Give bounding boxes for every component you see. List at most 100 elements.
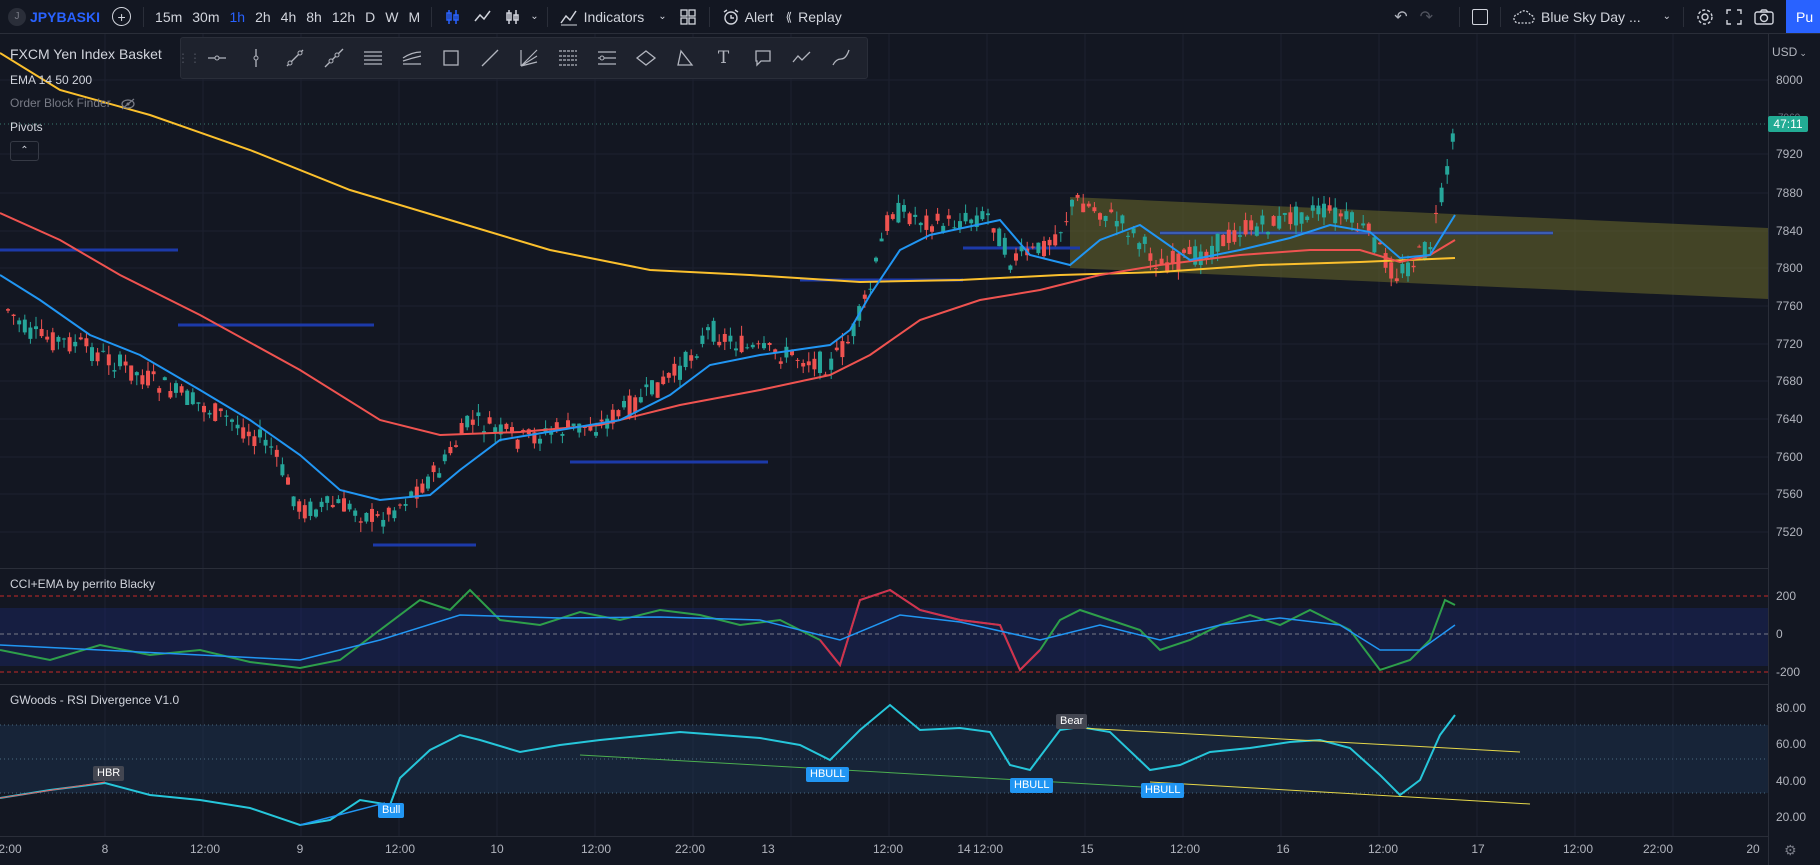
interval-30m[interactable]: 30m: [192, 8, 220, 25]
extended-line-tool[interactable]: [314, 38, 353, 78]
candle-body: [179, 386, 184, 393]
bear-label[interactable]: Bear: [1056, 714, 1088, 729]
order-block-legend[interactable]: Order Block Finder: [10, 96, 136, 110]
snapshot-button[interactable]: [1748, 0, 1780, 33]
candle-body: [515, 439, 520, 449]
fullscreen-button[interactable]: [1720, 0, 1748, 33]
interval-4h[interactable]: 4h: [280, 8, 297, 25]
collapse-legend-button[interactable]: ⌃: [10, 141, 39, 161]
candle-body: [330, 504, 335, 508]
candle-body: [162, 377, 167, 381]
settings-button[interactable]: [1690, 0, 1720, 33]
cci-legend[interactable]: CCI+EMA by perrito Blacky: [10, 577, 156, 591]
compare-add-button[interactable]: +: [106, 0, 137, 33]
candle-body: [1428, 246, 1433, 250]
text-tool[interactable]: T: [704, 38, 743, 78]
interval-2h[interactable]: 2h: [255, 8, 271, 25]
bull-label[interactable]: Bull: [378, 803, 405, 818]
rectangle-tool[interactable]: [431, 38, 470, 78]
path-tool[interactable]: [782, 38, 821, 78]
templates-button[interactable]: [673, 0, 703, 33]
candle-body: [823, 374, 828, 376]
line-chart-button[interactable]: [468, 0, 498, 33]
candle-body: [958, 221, 962, 229]
fib-retracement-tool[interactable]: [548, 38, 587, 78]
hbr-label[interactable]: HBR: [93, 766, 125, 781]
rsi-legend[interactable]: GWoods - RSI Divergence V1.0: [10, 693, 180, 707]
symbol-search-button[interactable]: JPYBASKI: [30, 8, 101, 25]
drawing-toolbar: ⋮⋮ T: [177, 37, 868, 79]
cci-ema-line: [0, 614, 1456, 661]
indicators-button[interactable]: Indicators ⌄: [554, 0, 673, 33]
alert-button[interactable]: Alert: [716, 0, 780, 33]
ellipse-tool[interactable]: [626, 38, 665, 78]
candle-body: [280, 464, 285, 476]
ray-tool[interactable]: [470, 38, 509, 78]
undo-button[interactable]: ↶: [1388, 0, 1413, 33]
time-label: 15: [1080, 842, 1094, 856]
candle-body: [1389, 262, 1394, 279]
chart-type-button[interactable]: [438, 0, 468, 33]
pane-separator[interactable]: [0, 568, 1768, 569]
regression-tool[interactable]: [392, 38, 431, 78]
candle-body: [459, 423, 464, 434]
candle-body: [1204, 251, 1209, 259]
hidden-eye-icon[interactable]: [120, 98, 136, 110]
interval-d[interactable]: D: [365, 8, 376, 25]
candle-body: [263, 439, 268, 446]
pivots-legend[interactable]: Pivots: [10, 120, 43, 134]
candle-body: [1305, 216, 1310, 221]
trend-line-tool[interactable]: [275, 38, 314, 78]
pane-separator[interactable]: [0, 684, 1768, 685]
chevron-down-icon: ⌄: [1799, 48, 1807, 58]
fib-fan-tool[interactable]: [509, 38, 548, 78]
callout-tool[interactable]: [743, 38, 782, 78]
brush-tool[interactable]: [821, 38, 860, 78]
hbull-label-2[interactable]: HBULL: [1010, 778, 1054, 793]
interval-15m[interactable]: 15m: [155, 8, 183, 25]
chevron-down-icon: ⌄: [530, 11, 539, 22]
publish-button[interactable]: Pu: [1786, 0, 1820, 33]
hbull-label-3[interactable]: HBULL: [1141, 783, 1185, 798]
fib-channel-tool[interactable]: [587, 38, 626, 78]
symbol-logo: J: [8, 7, 26, 26]
chart-type-dropdown[interactable]: ⌄: [528, 0, 540, 33]
interval-m[interactable]: M: [408, 8, 421, 25]
main-legend-title[interactable]: FXCM Yen Index Basket: [10, 46, 162, 62]
toolbar-separator: [1500, 6, 1502, 27]
candle-body: [599, 419, 604, 422]
candle-body: [1434, 212, 1438, 214]
candle-body: [1361, 223, 1366, 226]
alarm-clock-icon: [723, 8, 739, 25]
horizontal-ray-tool[interactable]: [197, 38, 236, 78]
interval-1h[interactable]: 1h: [229, 8, 246, 25]
chart-canvas[interactable]: [0, 34, 1768, 865]
candle-body: [1378, 242, 1382, 245]
candle-body: [62, 338, 66, 340]
candle-body: [818, 351, 822, 374]
parallel-channel-tool[interactable]: [353, 38, 392, 78]
triangle-tool[interactable]: [665, 38, 704, 78]
candle-body: [633, 397, 638, 413]
candle-body: [661, 376, 666, 385]
interval-8h[interactable]: 8h: [306, 8, 322, 25]
ema-legend[interactable]: EMA 14 50 200: [10, 73, 93, 87]
axis-settings-icon[interactable]: ⚙: [1784, 842, 1797, 858]
time-label: 12:00: [1169, 842, 1201, 856]
redo-button[interactable]: ↷: [1414, 0, 1439, 33]
vertical-line-tool[interactable]: [236, 38, 275, 78]
time-label: 12:00: [580, 842, 612, 856]
drag-handle-icon[interactable]: ⋮⋮: [177, 51, 201, 65]
price-axis[interactable]: [1768, 34, 1820, 865]
layout-selector-button[interactable]: Blue Sky Day ... ⌄: [1507, 0, 1677, 33]
hbull-label-1[interactable]: HBULL: [806, 767, 850, 782]
candle-body: [314, 509, 318, 517]
interval-w[interactable]: W: [385, 8, 399, 25]
candle-body: [1109, 209, 1114, 213]
replay-button[interactable]: ⟪ Replay: [779, 0, 847, 33]
currency-label[interactable]: USD ⌄: [1772, 45, 1807, 59]
fullscreen-layout-button[interactable]: [1466, 0, 1494, 33]
candle-body: [1086, 203, 1091, 207]
interval-12h[interactable]: 12h: [331, 8, 356, 25]
bar-chart-button[interactable]: [498, 0, 528, 33]
